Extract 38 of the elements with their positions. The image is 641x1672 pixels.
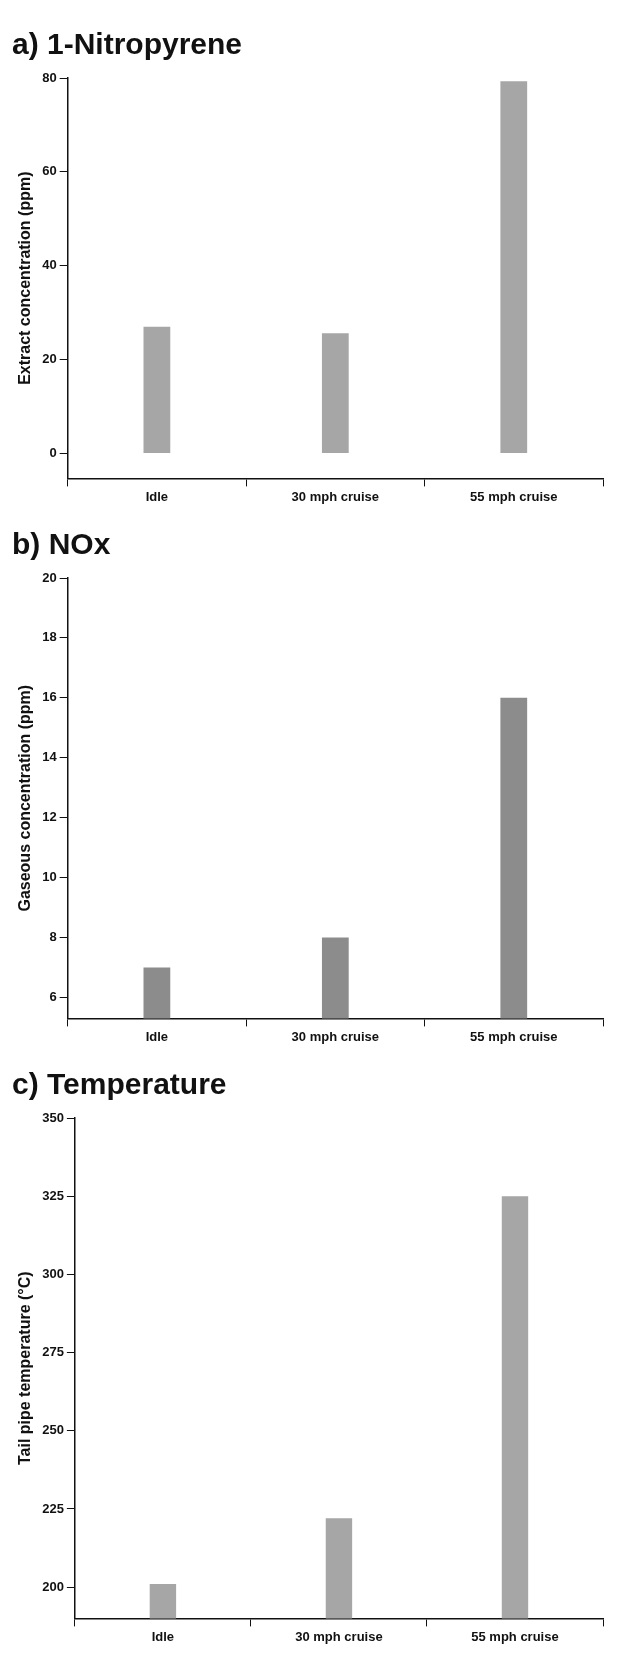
y-axis-title: Extract concentration (ppm) bbox=[16, 171, 34, 385]
y-tick-label: 350 bbox=[42, 1109, 64, 1125]
y-tick-label: 275 bbox=[42, 1344, 64, 1360]
y-tick-label: 300 bbox=[42, 1265, 64, 1281]
y-tick-label: 80 bbox=[42, 69, 57, 85]
y-tick-label: 200 bbox=[42, 1578, 64, 1594]
y-tick-label: 20 bbox=[42, 351, 57, 367]
x-tick-label: 30 mph cruise bbox=[295, 1628, 383, 1644]
y-tick-label: 12 bbox=[42, 809, 57, 825]
y-tick-label: 20 bbox=[42, 569, 57, 585]
y-tick-label: 250 bbox=[42, 1422, 64, 1438]
y-tick-label: 8 bbox=[49, 929, 57, 945]
y-tick-label: 14 bbox=[42, 749, 58, 765]
y-tick-label: 16 bbox=[42, 689, 57, 705]
y-tick-label: 10 bbox=[42, 869, 57, 885]
chart-title: c) Temperature bbox=[12, 1067, 227, 1101]
y-tick-label: 325 bbox=[42, 1187, 64, 1203]
x-tick-label: 30 mph cruise bbox=[291, 488, 380, 504]
bar bbox=[143, 326, 171, 454]
x-tick-label: 55 mph cruise bbox=[470, 1028, 558, 1044]
x-tick-label: 30 mph cruise bbox=[291, 1028, 380, 1044]
bar bbox=[500, 81, 528, 454]
x-tick-label: 55 mph cruise bbox=[470, 488, 558, 504]
y-tick-label: 60 bbox=[42, 163, 57, 179]
y-tick-label: 18 bbox=[42, 629, 57, 645]
y-tick-label: 40 bbox=[42, 257, 57, 273]
x-tick-label: Idle bbox=[145, 488, 169, 504]
chart-title: a) 1-Nitropyrene bbox=[12, 27, 243, 61]
y-tick-label: 0 bbox=[49, 445, 57, 461]
y-axis-title: Gaseous concentration (ppm) bbox=[16, 684, 34, 912]
bar bbox=[321, 333, 349, 454]
y-tick-label: 225 bbox=[42, 1500, 64, 1516]
y-tick-label: 6 bbox=[49, 989, 57, 1005]
chart-title: b) NOx bbox=[12, 527, 111, 561]
x-tick-label: Idle bbox=[151, 1628, 175, 1644]
y-axis-title: Tail pipe temperature (°C) bbox=[16, 1271, 34, 1466]
x-tick-label: Idle bbox=[145, 1028, 169, 1044]
x-tick-label: 55 mph cruise bbox=[471, 1628, 559, 1644]
